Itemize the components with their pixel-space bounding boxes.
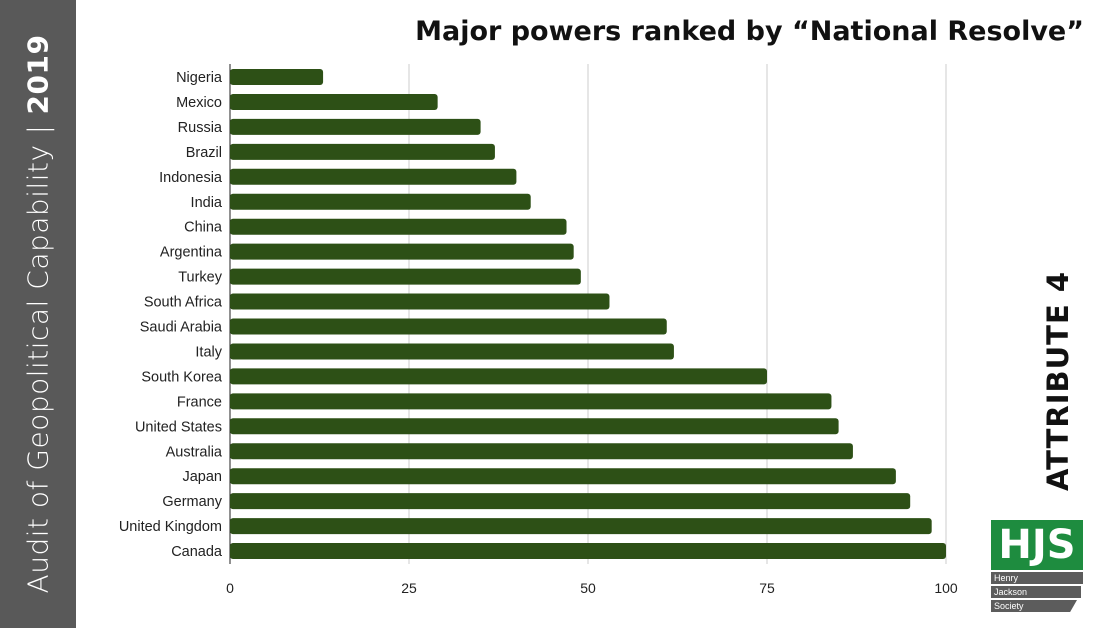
bar <box>230 143 495 160</box>
bar <box>230 168 517 185</box>
logo-line-henry: Henry <box>991 572 1083 584</box>
bar <box>230 193 531 210</box>
x-tick-label: 100 <box>934 580 958 596</box>
chart-title: Major powers ranked by “National Resolve… <box>415 16 1084 47</box>
category-label: Canada <box>171 544 223 560</box>
bar <box>230 518 932 535</box>
bar <box>230 468 896 485</box>
category-label: Brazil <box>186 145 222 161</box>
bar <box>230 493 911 510</box>
category-label: Turkey <box>178 270 223 286</box>
x-tick-label: 75 <box>759 580 775 596</box>
category-label: Germany <box>162 494 222 510</box>
bar <box>230 243 574 260</box>
x-tick-label: 50 <box>580 580 596 596</box>
category-label: United States <box>135 419 222 435</box>
category-label: South Africa <box>144 295 223 311</box>
bar <box>230 393 832 410</box>
x-tick-label: 25 <box>401 580 417 596</box>
bar <box>230 418 839 435</box>
sidebar-band: Audit of Geopolitical Capability|2019 <box>0 0 76 628</box>
bar <box>230 318 667 335</box>
category-label: Indonesia <box>159 170 223 186</box>
category-label: Argentina <box>160 245 223 261</box>
bar <box>230 93 438 110</box>
category-label: Saudi Arabia <box>140 320 223 336</box>
category-label: France <box>177 394 222 410</box>
bar <box>230 443 853 460</box>
bar <box>230 218 567 235</box>
category-label: Japan <box>182 469 222 485</box>
category-label: India <box>191 195 223 211</box>
bar <box>230 69 324 85</box>
bar <box>230 268 581 285</box>
category-label: United Kingdom <box>119 519 222 535</box>
category-label: Australia <box>166 444 223 460</box>
logo-initials: HJS <box>991 520 1083 570</box>
bar <box>230 368 767 385</box>
bar <box>230 293 610 310</box>
category-label: Italy <box>195 344 222 360</box>
category-label: South Korea <box>141 369 223 385</box>
hjs-logo: HJS Henry Jackson Society <box>991 520 1083 612</box>
category-label: Mexico <box>176 95 222 111</box>
category-label: Nigeria <box>176 70 223 86</box>
x-tick-label: 0 <box>226 580 234 596</box>
bar <box>230 543 946 560</box>
bar <box>230 118 481 135</box>
logo-line-jackson: Jackson <box>991 586 1081 598</box>
category-label: China <box>184 220 223 236</box>
category-label: Russia <box>178 120 223 136</box>
logo-line-society: Society <box>991 600 1077 612</box>
attribute-label: ATTRIBUTE 4 <box>1041 270 1075 492</box>
bar <box>230 343 674 360</box>
